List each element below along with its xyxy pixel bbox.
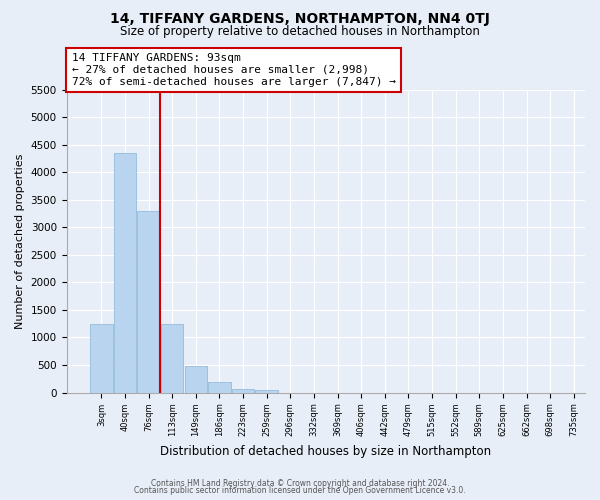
Bar [185, 366, 207, 392]
Bar [114, 153, 136, 392]
X-axis label: Distribution of detached houses by size in Northampton: Distribution of detached houses by size … [160, 444, 491, 458]
Y-axis label: Number of detached properties: Number of detached properties [15, 154, 25, 328]
Bar [256, 390, 278, 392]
Bar [208, 382, 230, 392]
Bar [90, 324, 113, 392]
Text: 14 TIFFANY GARDENS: 93sqm
← 27% of detached houses are smaller (2,998)
72% of se: 14 TIFFANY GARDENS: 93sqm ← 27% of detac… [72, 54, 396, 86]
Bar [161, 324, 184, 392]
Bar [232, 388, 254, 392]
Text: 14, TIFFANY GARDENS, NORTHAMPTON, NN4 0TJ: 14, TIFFANY GARDENS, NORTHAMPTON, NN4 0T… [110, 12, 490, 26]
Text: Contains HM Land Registry data © Crown copyright and database right 2024.: Contains HM Land Registry data © Crown c… [151, 478, 449, 488]
Bar [137, 211, 160, 392]
Text: Contains public sector information licensed under the Open Government Licence v3: Contains public sector information licen… [134, 486, 466, 495]
Text: Size of property relative to detached houses in Northampton: Size of property relative to detached ho… [120, 25, 480, 38]
